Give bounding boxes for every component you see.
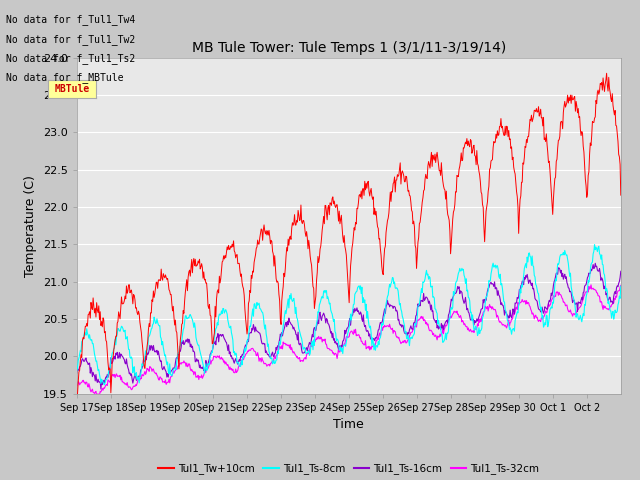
Text: MBTule: MBTule (54, 84, 90, 94)
Text: No data for f_Tul1_Tw4: No data for f_Tul1_Tw4 (6, 14, 136, 25)
Legend: Tul1_Tw+10cm, Tul1_Ts-8cm, Tul1_Ts-16cm, Tul1_Ts-32cm: Tul1_Tw+10cm, Tul1_Ts-8cm, Tul1_Ts-16cm,… (154, 459, 543, 479)
X-axis label: Time: Time (333, 418, 364, 431)
Text: No data for f_Tul1_Ts2: No data for f_Tul1_Ts2 (6, 53, 136, 64)
Text: No data for f_Tul1_Tw2: No data for f_Tul1_Tw2 (6, 34, 136, 45)
Title: MB Tule Tower: Tule Temps 1 (3/1/11-3/19/14): MB Tule Tower: Tule Temps 1 (3/1/11-3/19… (191, 41, 506, 55)
Text: No data for f_MBTule: No data for f_MBTule (6, 72, 124, 83)
Y-axis label: Temperature (C): Temperature (C) (24, 175, 37, 276)
